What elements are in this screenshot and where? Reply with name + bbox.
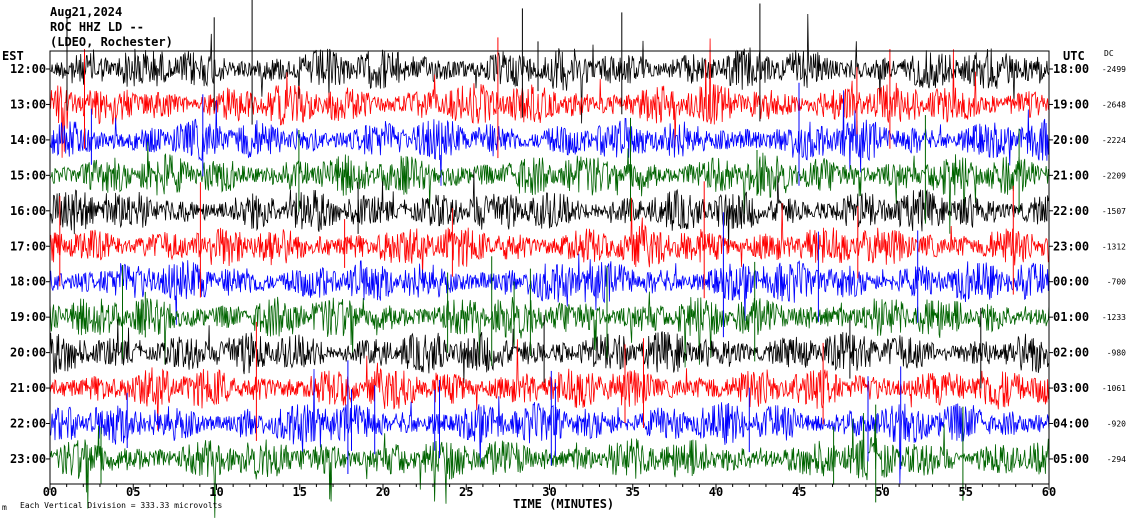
trace-row-1600 (49, 169, 1050, 252)
utc-label: 19:00 (1053, 97, 1089, 111)
utc-label: 20:00 (1053, 133, 1089, 147)
trace-row-1700 (49, 197, 1050, 279)
dc-value: -1312 (1102, 242, 1126, 251)
est-label: 13:00 (10, 97, 46, 111)
est-label: 23:00 (10, 452, 46, 466)
est-label: 18:00 (10, 275, 46, 289)
utc-axis-label: UTC (1063, 49, 1085, 63)
trace-row-1900 (49, 291, 1050, 368)
x-tick-label: 55 (959, 485, 973, 499)
trace-row-1200 (49, 13, 1050, 124)
est-label: 15:00 (10, 168, 46, 182)
est-axis-label: EST (2, 49, 24, 63)
header-date: Aug21,2024 (50, 5, 122, 19)
utc-label: 18:00 (1053, 62, 1089, 76)
trace-row-2100 (49, 339, 1050, 431)
header-network: (LDEO, Rochester) (50, 35, 173, 49)
utc-label: 03:00 (1053, 381, 1089, 395)
dc-value: -2209 (1102, 171, 1126, 180)
utc-label: 04:00 (1053, 417, 1089, 431)
dc-value: -700 (1107, 278, 1126, 287)
utc-label: 00:00 (1053, 275, 1089, 289)
est-label: 17:00 (10, 239, 46, 253)
utc-label: 02:00 (1053, 346, 1089, 360)
utc-label: 22:00 (1053, 204, 1089, 218)
x-tick-label: 20 (376, 485, 390, 499)
x-axis-title: TIME (MINUTES) (513, 497, 614, 511)
x-axis-ticks: 00 05 10 15 20 25 30 35 40 45 50 55 60 (43, 484, 1056, 499)
x-tick-label: 35 (626, 485, 640, 499)
trace-row-1500 (49, 141, 1050, 234)
x-tick-label: 60 (1042, 485, 1056, 499)
dc-value: -2224 (1102, 136, 1126, 145)
dc-value: -294 (1107, 455, 1126, 464)
trace-row-1400 (49, 90, 1050, 186)
trace-row-1800 (49, 253, 1050, 325)
x-tick-label: 45 (792, 485, 806, 499)
x-tick-label: 00 (43, 485, 57, 499)
dc-value: -2648 (1102, 100, 1126, 109)
est-label: 12:00 (10, 62, 46, 76)
trace-row-2200 (49, 368, 1050, 484)
x-tick-label: 40 (709, 485, 723, 499)
footer-vertical-division-note: Each Vertical Division = 333.33 microvol… (20, 501, 222, 510)
x-tick-label: 15 (293, 485, 307, 499)
dc-value: -980 (1107, 349, 1126, 358)
dc-header-label: DC (1104, 49, 1114, 58)
est-label: 19:00 (10, 310, 46, 324)
utc-label: 05:00 (1053, 452, 1089, 466)
footer-mark: m (2, 503, 7, 512)
dc-value: -1061 (1102, 384, 1126, 393)
dc-value: -920 (1107, 420, 1126, 429)
x-tick-label: 25 (459, 485, 473, 499)
row-labels: 12:00 18:00 -2499 13:00 19:00 -2648 14:00 20:00… (10, 62, 1126, 466)
est-label: 16:00 (10, 204, 46, 218)
x-tick-label: 05 (126, 485, 140, 499)
seismic-traces (49, 0, 1050, 518)
trace-row-2000 (49, 319, 1050, 384)
est-label: 21:00 (10, 381, 46, 395)
dc-value: -1507 (1102, 207, 1126, 216)
x-tick-label: 10 (209, 485, 223, 499)
dc-value: -2499 (1102, 65, 1126, 74)
est-label: 14:00 (10, 133, 46, 147)
utc-label: 21:00 (1053, 168, 1089, 182)
utc-label: 23:00 (1053, 239, 1089, 253)
utc-label: 01:00 (1053, 310, 1089, 324)
x-tick-label: 50 (875, 485, 889, 499)
trace-row-2300 (49, 412, 1050, 518)
est-label: 22:00 (10, 417, 46, 431)
dc-value: -1233 (1102, 313, 1126, 322)
header-station: ROC HHZ LD -- (50, 20, 144, 34)
x-tick-label: 30 (542, 485, 556, 499)
est-label: 20:00 (10, 346, 46, 360)
